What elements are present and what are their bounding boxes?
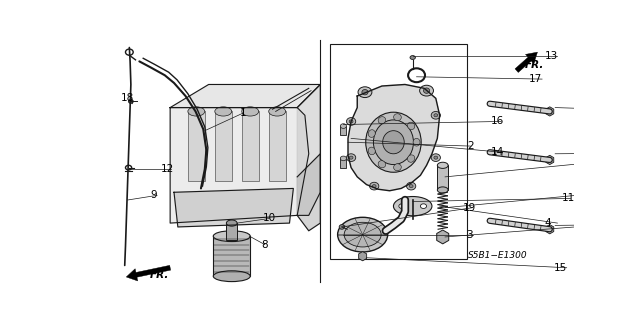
Polygon shape (297, 154, 320, 231)
Bar (340, 159, 346, 168)
Ellipse shape (349, 120, 353, 123)
Ellipse shape (408, 155, 415, 162)
Ellipse shape (378, 161, 386, 168)
Text: 15: 15 (554, 263, 567, 273)
Ellipse shape (437, 187, 448, 193)
Polygon shape (126, 265, 171, 281)
Text: 12: 12 (161, 164, 175, 174)
Text: S5B1−E1300: S5B1−E1300 (468, 251, 527, 260)
Ellipse shape (242, 107, 259, 116)
Bar (188, 111, 205, 181)
Bar (213, 236, 250, 276)
Ellipse shape (394, 164, 401, 171)
Text: 8: 8 (262, 240, 268, 250)
Text: 4: 4 (544, 218, 551, 228)
Ellipse shape (437, 162, 448, 168)
Ellipse shape (346, 154, 356, 161)
Bar (215, 111, 232, 181)
Bar (227, 223, 237, 240)
Ellipse shape (340, 124, 346, 128)
Ellipse shape (369, 182, 379, 190)
Ellipse shape (338, 217, 388, 252)
Ellipse shape (411, 71, 422, 79)
Ellipse shape (378, 117, 386, 124)
Polygon shape (515, 52, 538, 72)
Bar (340, 126, 346, 135)
Ellipse shape (431, 111, 440, 119)
Text: FR.: FR. (149, 270, 169, 280)
Ellipse shape (409, 185, 413, 188)
Text: 17: 17 (529, 74, 543, 84)
Polygon shape (170, 85, 320, 108)
Text: 11: 11 (562, 193, 575, 204)
Ellipse shape (420, 85, 433, 96)
Ellipse shape (413, 138, 420, 146)
Ellipse shape (340, 156, 346, 161)
Polygon shape (170, 108, 308, 223)
Ellipse shape (365, 112, 421, 172)
Polygon shape (174, 189, 293, 227)
Ellipse shape (434, 114, 438, 117)
Text: FR.: FR. (525, 60, 545, 70)
Ellipse shape (420, 204, 427, 208)
Ellipse shape (424, 88, 429, 93)
Ellipse shape (188, 107, 205, 116)
Ellipse shape (373, 120, 413, 165)
Bar (330, 44, 467, 259)
Ellipse shape (372, 185, 376, 188)
Ellipse shape (431, 154, 440, 161)
Ellipse shape (410, 56, 415, 59)
Text: 16: 16 (491, 116, 504, 126)
Ellipse shape (399, 204, 405, 208)
Text: 9: 9 (150, 190, 157, 200)
Ellipse shape (227, 220, 237, 226)
Bar (269, 111, 285, 181)
Text: 2: 2 (467, 141, 474, 151)
Ellipse shape (129, 100, 133, 103)
Polygon shape (348, 85, 440, 191)
Ellipse shape (434, 156, 438, 159)
Ellipse shape (349, 156, 353, 159)
Ellipse shape (346, 118, 356, 125)
Ellipse shape (408, 122, 415, 130)
Polygon shape (297, 85, 320, 215)
Text: 3: 3 (467, 230, 473, 240)
Text: 13: 13 (545, 51, 558, 61)
Ellipse shape (213, 271, 250, 282)
Ellipse shape (406, 182, 416, 190)
Bar (242, 111, 259, 181)
Ellipse shape (362, 90, 368, 95)
Ellipse shape (269, 107, 285, 116)
Text: 14: 14 (491, 147, 504, 157)
Ellipse shape (358, 87, 372, 98)
Text: 10: 10 (263, 213, 276, 224)
Ellipse shape (394, 114, 401, 121)
Bar (437, 165, 448, 190)
Ellipse shape (394, 197, 432, 216)
Ellipse shape (383, 131, 404, 154)
Ellipse shape (411, 198, 415, 202)
Ellipse shape (344, 222, 381, 247)
Ellipse shape (368, 147, 375, 155)
Ellipse shape (339, 225, 344, 229)
Text: 18: 18 (121, 93, 134, 103)
Ellipse shape (213, 231, 250, 241)
Text: 1: 1 (240, 108, 246, 118)
Text: 19: 19 (463, 203, 476, 213)
Ellipse shape (368, 130, 375, 137)
Ellipse shape (215, 107, 232, 116)
